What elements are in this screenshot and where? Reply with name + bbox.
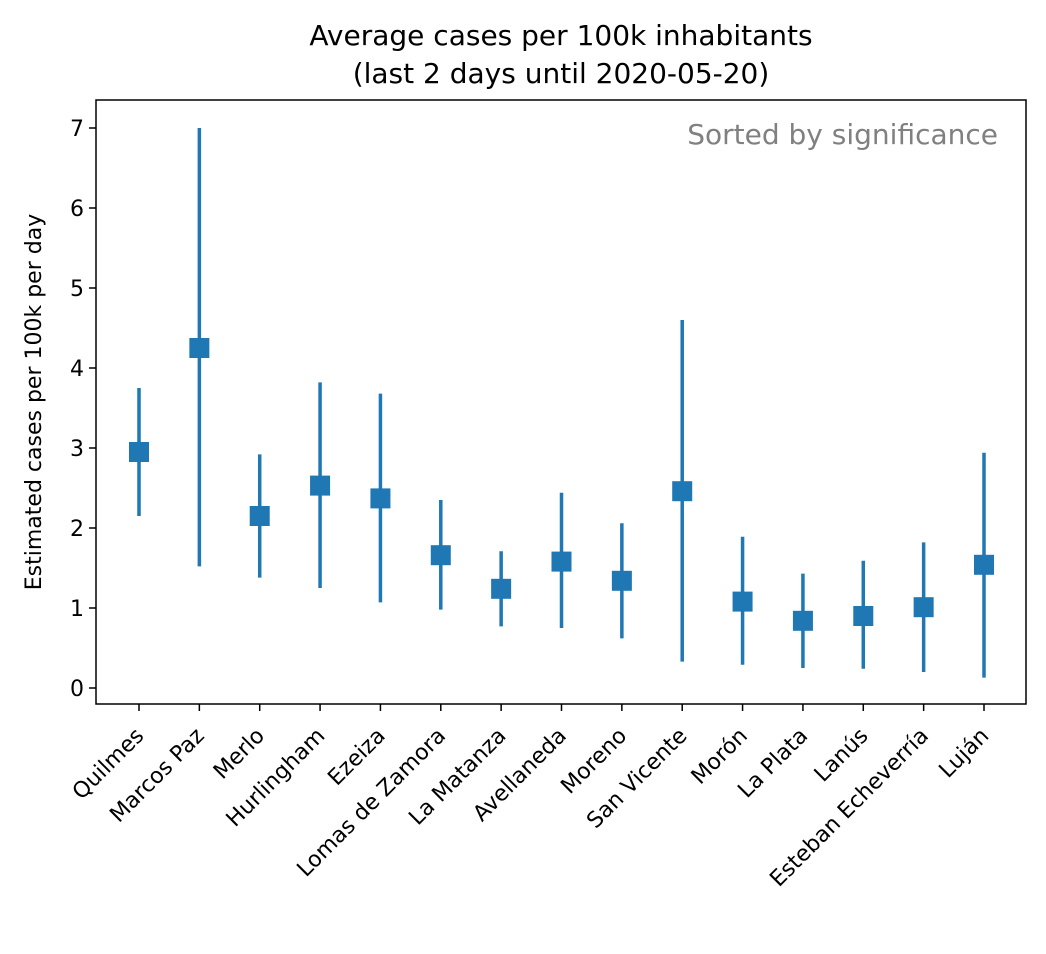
data-point-marker [189, 338, 210, 358]
y-tick-label: 1 [70, 597, 84, 622]
data-point-marker [551, 551, 572, 572]
y-tick-label: 6 [70, 197, 84, 222]
chart-title-line-1: Average cases per 100k inhabitants [309, 19, 812, 52]
data-point-marker [430, 545, 451, 566]
y-tick-label: 7 [70, 117, 84, 142]
data-point-marker [672, 481, 693, 502]
data-point-marker [913, 597, 934, 618]
data-point-marker [370, 488, 391, 509]
y-tick-label: 4 [70, 357, 84, 382]
data-point-marker [310, 475, 331, 496]
data-point-marker [974, 554, 994, 575]
data-point-marker [129, 442, 149, 462]
x-tick-label: Luján [935, 724, 995, 784]
y-tick-label: 3 [70, 437, 84, 462]
data-point-marker [853, 606, 874, 626]
data-point-marker [792, 610, 813, 631]
y-axis-label: Estimated cases per 100k per day [22, 214, 47, 590]
plot-area [129, 128, 994, 678]
y-tick-label: 2 [70, 517, 84, 542]
y-tick-label: 5 [70, 277, 84, 302]
data-point-marker [732, 591, 753, 612]
sort-annotation: Sorted by significance [687, 118, 998, 151]
y-tick-label: 0 [70, 677, 84, 702]
data-point-marker [491, 578, 512, 599]
chart-title-line-2: (last 2 days until 2020-05-20) [353, 57, 770, 90]
y-axis: 0 1 2 3 4 5 6 7 [70, 117, 96, 702]
data-point-marker [249, 506, 270, 526]
data-point-marker [611, 570, 632, 591]
